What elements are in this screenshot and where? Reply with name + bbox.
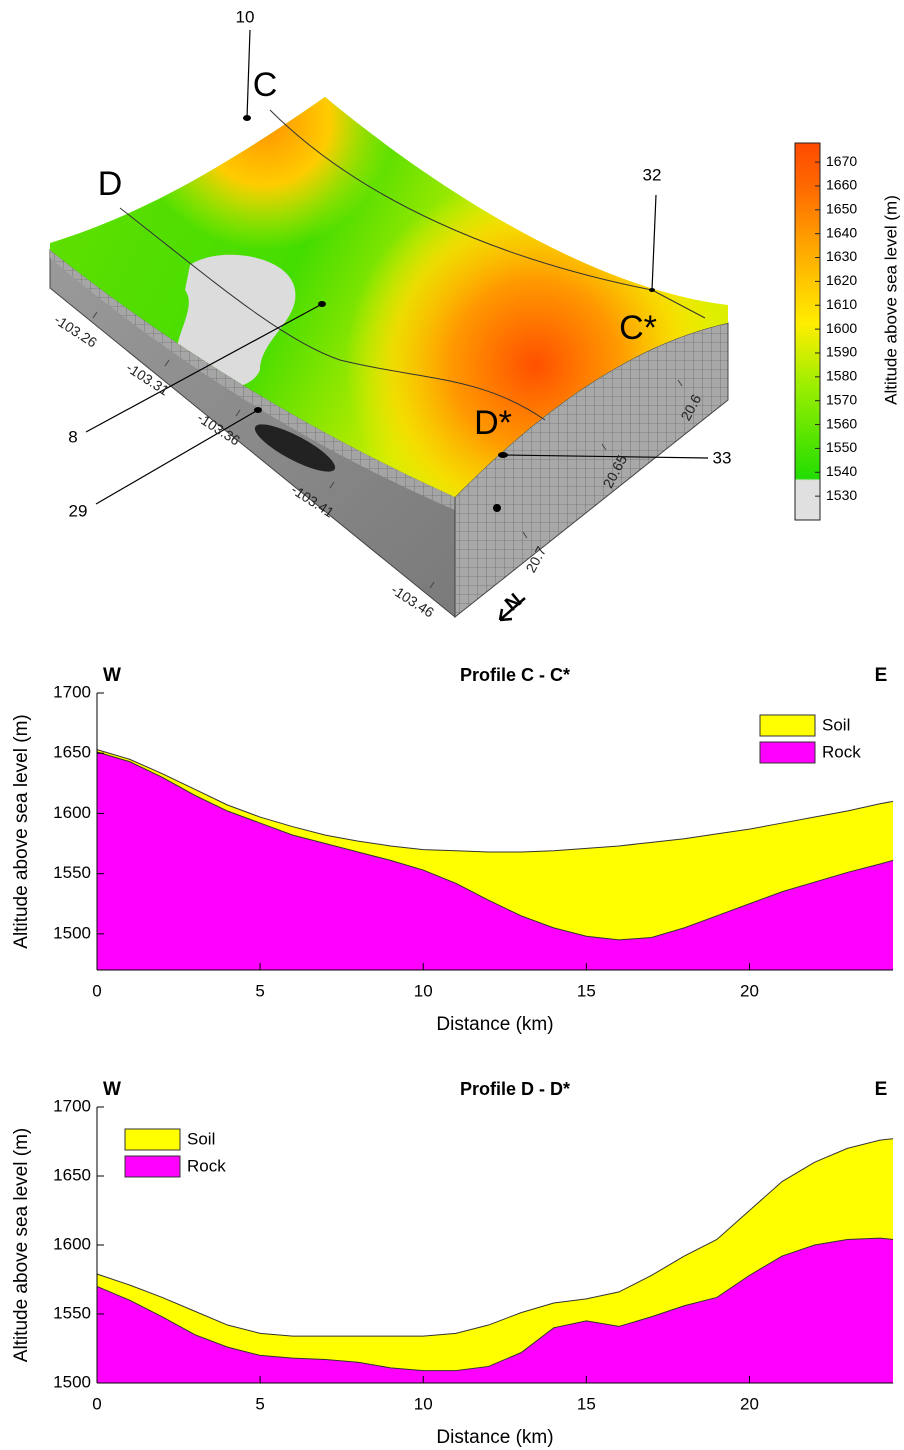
x-tick-label: 10 — [414, 1394, 433, 1413]
y-tick-label: 1550 — [53, 1303, 91, 1322]
x-tick-label: 0 — [92, 981, 101, 1000]
annotation: 32 — [643, 165, 662, 184]
legend-label: Rock — [822, 742, 861, 761]
x-tick-label: 5 — [255, 1394, 264, 1413]
x-tick-label: 10 — [414, 981, 433, 1000]
figure: 10 C D 32 C* 8 29 D* 33 N Altitude above… — [0, 0, 904, 1450]
colorbar-tick-label: 1630 — [826, 248, 857, 264]
annotation: D — [98, 165, 123, 203]
y-tick-label: 1600 — [53, 803, 91, 822]
colorbar-tick-label: 1530 — [826, 487, 857, 503]
annotation: C — [253, 66, 278, 104]
y-tick-label: 1600 — [53, 1234, 91, 1253]
colorbar — [795, 143, 820, 520]
colorbar-tick-label: 1670 — [826, 153, 857, 169]
y-tick-label: 1650 — [53, 1165, 91, 1184]
colorbar-tick-label: 1600 — [826, 320, 857, 336]
colorbar-tick-label: 1610 — [826, 296, 857, 312]
colorbar-tick-label: 1660 — [826, 177, 857, 193]
colorbar-tick-label: 1570 — [826, 391, 857, 407]
x-tick-label: 0 — [92, 1394, 101, 1413]
chart-title: Profile D - D* — [460, 1079, 570, 1099]
x-tick-label: 20 — [740, 1394, 759, 1413]
north-arrow: N — [500, 589, 526, 620]
legend-swatch — [760, 742, 815, 763]
legend-label: Rock — [187, 1156, 226, 1175]
legend-swatch — [125, 1156, 180, 1177]
x-tick-label: 5 — [255, 981, 264, 1000]
colorbar-tick-label: 1580 — [826, 368, 857, 384]
y-axis-label: Altitude above sea level (m) — [11, 714, 32, 948]
annotation: 33 — [713, 448, 732, 467]
profile-chart: 1500 1550 1600 1650 1700 0 5 10 15 20 Profile C - … — [11, 665, 893, 1035]
annotation: C* — [619, 309, 657, 347]
y-tick-label: 1500 — [53, 923, 91, 942]
y-tick-label: 1700 — [53, 682, 91, 701]
legend-swatch — [125, 1129, 180, 1150]
y-tick-label: 1700 — [53, 1096, 91, 1115]
x-tick-label: 20 — [740, 981, 759, 1000]
left-label: W — [103, 665, 121, 686]
legend-label: Soil — [822, 715, 850, 734]
x-tick-label: 15 — [577, 1394, 596, 1413]
y-tick-label: 1500 — [53, 1372, 91, 1391]
colorbar-tick-label: 1620 — [826, 272, 857, 288]
colorbar-tick-label: 1640 — [826, 224, 857, 240]
colorbar-tick-label: 1650 — [826, 201, 857, 217]
annotation: 8 — [68, 427, 77, 446]
right-label: E — [875, 1079, 888, 1100]
annotation: D* — [474, 404, 512, 442]
colorbar-tick-label: 1540 — [826, 463, 857, 479]
left-label: W — [103, 1079, 121, 1100]
annotation: 10 — [236, 7, 255, 26]
colorbar-tick-label: 1590 — [826, 344, 857, 360]
profile-chart: 1500 1550 1600 1650 1700 0 5 10 15 20 Profile D - … — [11, 1079, 893, 1448]
x-tick-label: 15 — [577, 981, 596, 1000]
y-axis-label: Altitude above sea level (m) — [11, 1128, 32, 1362]
x-axis-label: Distance (km) — [436, 1014, 553, 1035]
legend-swatch — [760, 715, 815, 736]
marker — [493, 504, 501, 512]
chart-title: Profile C - C* — [460, 665, 570, 685]
colorbar-tick-label: 1550 — [826, 439, 857, 455]
colorbar-tick-label: 1560 — [826, 415, 857, 431]
legend-label: Soil — [187, 1129, 215, 1148]
x-axis-label: Distance (km) — [436, 1427, 553, 1448]
right-label: E — [875, 665, 888, 686]
leader — [247, 30, 250, 118]
leader — [652, 195, 656, 290]
y-tick-label: 1550 — [53, 863, 91, 882]
north-label: N — [501, 589, 526, 615]
annotation: 29 — [69, 501, 88, 520]
leader — [96, 410, 258, 504]
colorbar-label: Altitude above sea level (m) — [881, 195, 900, 405]
y-tick-label: 1650 — [53, 743, 91, 762]
